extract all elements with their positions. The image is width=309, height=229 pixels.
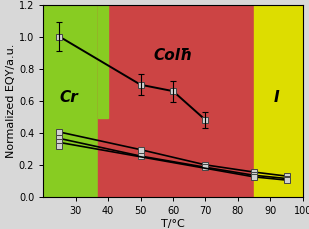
Text: Colħ: Colħ — [154, 48, 193, 63]
Bar — [99, 5, 254, 197]
X-axis label: T/°C: T/°C — [161, 219, 185, 229]
Text: I: I — [274, 90, 280, 105]
Bar — [43, 5, 99, 197]
Text: Cr: Cr — [60, 90, 78, 105]
Y-axis label: Normalized EQY/a.u.: Normalized EQY/a.u. — [6, 44, 16, 158]
Bar — [99, 5, 108, 118]
Bar — [254, 5, 303, 197]
